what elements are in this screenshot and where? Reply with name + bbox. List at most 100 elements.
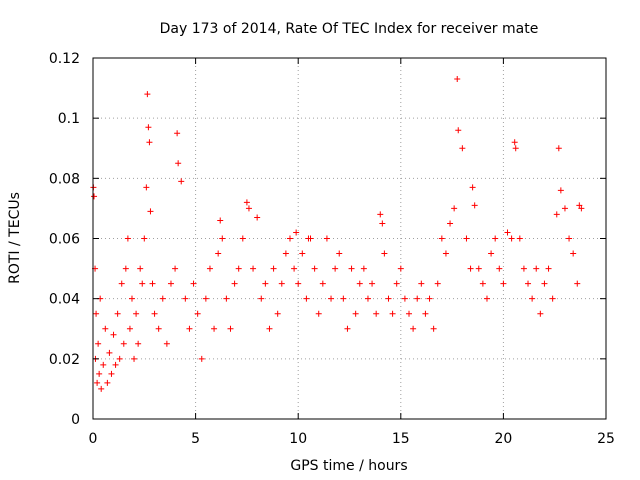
- data-point: [126, 325, 133, 332]
- y-tick-label: 0.12: [49, 51, 80, 67]
- x-tick-label: 0: [89, 431, 98, 447]
- data-point: [574, 280, 581, 287]
- data-point: [190, 280, 197, 287]
- y-tick-label: 0: [71, 412, 80, 428]
- data-point: [545, 265, 552, 272]
- data-point: [295, 280, 302, 287]
- data-point: [282, 250, 289, 257]
- data-point: [511, 139, 518, 146]
- data-point: [186, 325, 193, 332]
- y-tick-labels: 0 0.02 0.04 0.06 0.08 0.1 0.12: [49, 51, 80, 428]
- y-tick-label: 0.08: [49, 171, 80, 187]
- data-point: [488, 250, 495, 257]
- data-point: [483, 295, 490, 302]
- y-tick-label: 0.06: [49, 232, 80, 248]
- data-point: [500, 280, 507, 287]
- data-point: [570, 250, 577, 257]
- data-point: [278, 280, 285, 287]
- data-point: [537, 310, 544, 317]
- data-points: [90, 76, 585, 392]
- data-point: [91, 193, 98, 200]
- data-point: [469, 184, 476, 191]
- data-point: [122, 265, 129, 272]
- data-point: [504, 229, 511, 236]
- data-point: [438, 235, 445, 242]
- data-point: [311, 265, 318, 272]
- data-point: [422, 310, 429, 317]
- x-axis-label: GPS time / hours: [290, 458, 407, 474]
- data-point: [533, 265, 540, 272]
- data-point: [434, 280, 441, 287]
- data-point: [293, 229, 300, 236]
- data-point: [102, 325, 109, 332]
- data-point: [151, 310, 158, 317]
- data-point: [291, 265, 298, 272]
- data-point: [303, 295, 310, 302]
- data-point: [578, 205, 585, 212]
- data-point: [520, 265, 527, 272]
- data-point: [116, 355, 123, 362]
- data-point: [137, 265, 144, 272]
- data-point: [215, 250, 222, 257]
- data-point: [128, 295, 135, 302]
- data-point: [95, 340, 102, 347]
- data-point: [141, 235, 148, 242]
- data-point: [202, 295, 209, 302]
- data-point: [555, 145, 562, 152]
- data-point: [508, 235, 515, 242]
- data-point: [319, 280, 326, 287]
- data-point: [243, 199, 250, 206]
- data-point: [447, 220, 454, 227]
- x-tick-label: 15: [392, 431, 410, 447]
- data-point: [139, 280, 146, 287]
- x-tick-label: 10: [289, 431, 307, 447]
- data-point: [178, 178, 185, 185]
- data-point: [96, 370, 103, 377]
- y-tick-label: 0.02: [49, 352, 80, 368]
- data-point: [393, 280, 400, 287]
- data-point: [112, 361, 119, 368]
- data-point: [364, 295, 371, 302]
- data-point: [356, 280, 363, 287]
- data-point: [258, 295, 265, 302]
- data-point: [182, 295, 189, 302]
- data-point: [100, 361, 107, 368]
- data-point: [211, 325, 218, 332]
- y-axis-label: ROTI / TECUs: [7, 192, 23, 284]
- data-point: [245, 205, 252, 212]
- data-point: [373, 310, 380, 317]
- data-point: [529, 295, 536, 302]
- data-point: [231, 280, 238, 287]
- data-point: [118, 280, 125, 287]
- data-point: [110, 331, 117, 338]
- data-point: [217, 217, 224, 224]
- data-point: [430, 325, 437, 332]
- data-point: [332, 265, 339, 272]
- data-point: [442, 250, 449, 257]
- data-point: [167, 280, 174, 287]
- data-point: [198, 355, 205, 362]
- data-point: [108, 370, 115, 377]
- data-point: [426, 295, 433, 302]
- data-point: [219, 235, 226, 242]
- data-point: [104, 379, 111, 386]
- data-point: [414, 295, 421, 302]
- grid: [93, 58, 606, 419]
- data-point: [174, 130, 181, 137]
- data-point: [525, 280, 532, 287]
- x-tick-label: 5: [191, 431, 200, 447]
- data-point: [239, 235, 246, 242]
- data-point: [145, 124, 152, 131]
- data-point: [147, 208, 154, 215]
- data-point: [463, 235, 470, 242]
- data-point: [369, 280, 376, 287]
- data-point: [286, 235, 293, 242]
- data-point: [410, 325, 417, 332]
- data-point: [549, 295, 556, 302]
- data-point: [194, 310, 201, 317]
- data-point: [553, 211, 560, 218]
- data-point: [406, 310, 413, 317]
- data-point: [541, 280, 548, 287]
- data-point: [315, 310, 322, 317]
